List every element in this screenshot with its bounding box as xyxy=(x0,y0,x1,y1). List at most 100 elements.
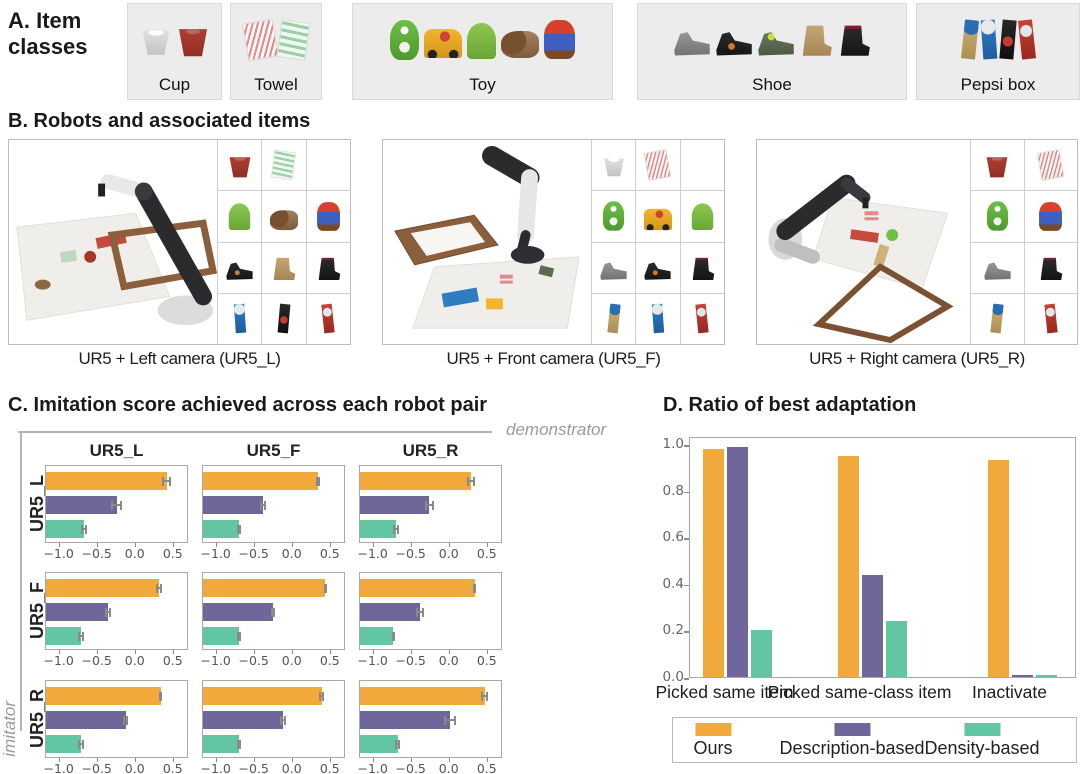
error-bar xyxy=(424,501,434,510)
x-tick-label: −1.0 xyxy=(200,761,231,774)
x-tick-label: 0.0 xyxy=(281,653,302,668)
bar-ours xyxy=(46,579,159,597)
item-cell xyxy=(1024,191,1077,242)
x-tick-mark xyxy=(486,758,488,762)
bar-ours xyxy=(46,472,167,490)
item-cell-wrap xyxy=(690,254,715,282)
item-cell xyxy=(636,293,680,344)
legend-entry-density-based: Density-based xyxy=(924,723,1040,759)
android-icon xyxy=(228,203,251,231)
x-tick-label: 0.5 xyxy=(162,761,183,774)
gold-box-icon xyxy=(960,19,979,60)
x-tick-label: 0.0 xyxy=(124,653,145,668)
android-icon xyxy=(691,203,714,231)
item-class-label: Shoe xyxy=(752,75,792,94)
legend-label: Density-based xyxy=(924,738,1040,758)
error-bar xyxy=(395,740,400,749)
subplot-UR5_R-vs-UR5_F xyxy=(202,680,345,758)
x-tick-label: −0.5 xyxy=(395,761,426,774)
d-bar-ours xyxy=(703,448,724,677)
item-cell-wrap xyxy=(600,254,627,282)
x-tick-label: 0.5 xyxy=(162,653,183,668)
associated-items-grid xyxy=(591,140,724,344)
d-category-label: Inactivate xyxy=(972,682,1047,702)
item-cell-wrap xyxy=(277,304,291,334)
x-tick-mark xyxy=(215,758,217,762)
error-bar xyxy=(480,692,489,701)
item-class-box: Towel xyxy=(230,3,322,100)
bar-density-based xyxy=(203,520,239,538)
item-cell xyxy=(592,293,636,344)
associated-items-grid xyxy=(970,140,1077,344)
d-category-label: Picked same item xyxy=(655,682,794,702)
green-towel-icon xyxy=(275,18,311,61)
legend-swatch xyxy=(964,723,1000,736)
x-tick-label: 0.5 xyxy=(162,546,183,561)
error-bar xyxy=(270,608,275,617)
imitator-bracket-line xyxy=(20,431,22,731)
x-tick-mark xyxy=(291,650,293,654)
tan-boot-icon xyxy=(274,257,296,280)
black-boot-icon xyxy=(692,257,715,280)
subplot-UR5_L-vs-UR5_R xyxy=(359,465,502,543)
x-tick-mark xyxy=(58,650,60,654)
x-tick-mark xyxy=(134,758,136,762)
truck-icon xyxy=(424,29,462,58)
item-cell-wrap xyxy=(606,303,621,334)
x-tick-label: 0.0 xyxy=(438,653,459,668)
item-class-icons xyxy=(638,4,906,75)
error-bar xyxy=(104,608,111,617)
item-cell xyxy=(262,140,306,191)
error-bar xyxy=(444,716,456,725)
d-y-tick-mark xyxy=(684,678,689,680)
bar-density-based xyxy=(203,627,239,645)
item-cell xyxy=(971,293,1024,344)
d-y-tick-mark xyxy=(684,445,689,447)
yoshi-icon xyxy=(390,19,419,60)
x-tick-mark xyxy=(410,543,412,547)
black-box-icon xyxy=(277,304,291,334)
green-sneaker-icon xyxy=(758,32,794,56)
item-class-label: Towel xyxy=(254,75,298,94)
bar-ours xyxy=(203,687,322,705)
bar-description-based xyxy=(203,711,283,729)
item-cell-wrap xyxy=(602,201,625,232)
robot-panel-right xyxy=(756,139,1078,345)
item-cell-wrap xyxy=(984,254,1011,282)
x-tick-mark xyxy=(329,650,331,654)
item-class-label: Toy xyxy=(469,75,496,94)
item-cell-wrap xyxy=(228,202,251,231)
item-cell-wrap xyxy=(228,150,252,180)
item-cell xyxy=(592,140,636,191)
d-bar-ours xyxy=(838,455,859,677)
subplot-UR5_F-vs-UR5_F xyxy=(202,572,345,650)
bar-ours xyxy=(360,472,471,490)
robot-scene-front-svg xyxy=(394,145,580,329)
item-cell-wrap xyxy=(651,304,665,334)
bar-density-based xyxy=(46,735,81,753)
error-bar xyxy=(473,584,477,593)
x-tick-label: 0.0 xyxy=(281,546,302,561)
x-tick-label: 0.0 xyxy=(124,761,145,774)
item-cell xyxy=(262,242,306,293)
bar-ours xyxy=(203,579,326,597)
black-boot-icon xyxy=(840,25,870,56)
red-cup-icon xyxy=(986,157,1008,178)
d-plot-area xyxy=(689,437,1076,678)
c-column-title: UR5_F xyxy=(246,441,301,460)
robot-scene-right-svg xyxy=(768,174,954,344)
item-class-box: Cup xyxy=(127,3,222,100)
item-cell xyxy=(1024,293,1077,344)
d-y-tick-label: 0.0 xyxy=(662,669,684,685)
x-tick-label: −0.5 xyxy=(238,761,269,774)
subplot-UR5_F-vs-UR5_R xyxy=(359,572,502,650)
black-boot-icon xyxy=(1040,257,1063,280)
green-towel-icon xyxy=(271,149,297,181)
x-tick-label: −1.0 xyxy=(200,546,231,561)
error-bar xyxy=(391,632,395,641)
bar-density-based xyxy=(360,735,398,753)
bar-description-based xyxy=(360,496,429,514)
c-column-title: UR5_R xyxy=(402,441,459,460)
x-tick-label: 0.5 xyxy=(319,546,340,561)
x-tick-label: 0.0 xyxy=(281,761,302,774)
